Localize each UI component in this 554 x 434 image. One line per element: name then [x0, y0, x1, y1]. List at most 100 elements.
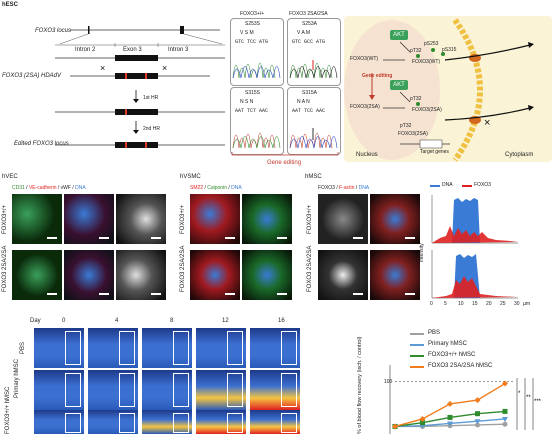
legend-label: FOXO3+/+ hMSC [428, 352, 476, 358]
vwf-text: vWF [60, 185, 71, 191]
seq-253-wt: GTC TCC ATG [235, 39, 269, 45]
hr1-label: 1st HR [143, 95, 159, 101]
hmsc-foxo3-wt [318, 194, 368, 244]
panel-a-title: hESC [2, 2, 19, 8]
seq-box-mut-253 [287, 18, 341, 86]
laser-doppler-image [196, 410, 246, 434]
hmsc-stain-legend: FOXO3 / F-actin / DNA [318, 185, 370, 191]
bf-ytick-100: 100 [384, 379, 393, 385]
foxo3-2sa-target: FOXO3(2SA) [398, 131, 428, 137]
svg-text:×: × [162, 63, 167, 73]
hvsmc-sm22-2sa [190, 250, 240, 300]
s253s-label: S253S [245, 21, 261, 27]
intensity-tick: 0 [430, 301, 433, 307]
intensity-xlabel: µm [523, 301, 531, 307]
hvec-cd31-2sa [12, 250, 62, 300]
data-point [392, 423, 398, 430]
laser-doppler-image [142, 370, 192, 410]
dna-text: DNA [75, 185, 86, 191]
hvec-vwf-2sa [116, 250, 166, 300]
hvsmc-label: hVSMC [180, 174, 201, 180]
seq-box-wt-315 [230, 87, 284, 155]
roi-box [173, 413, 189, 433]
akt-box-2: AKT [390, 80, 408, 90]
laser-doppler-image [88, 410, 138, 434]
factin-text: F-actin [339, 185, 355, 191]
vecad-text: VE-cadherin [28, 185, 57, 191]
intensity-tick: 25 [500, 301, 506, 307]
hvec-vecad-wt [64, 194, 114, 244]
intron2-label: Intron 2 [75, 47, 96, 53]
foxo3-wt-nuclear: FOXO3(WT) [350, 56, 379, 62]
legend-label: FOXO3 2SA/2SA hMSC [428, 363, 493, 369]
locus-label: FOXO3 locus [35, 28, 72, 34]
roi-box [227, 331, 243, 365]
data-point [447, 421, 453, 427]
seq-wt-header: FOXO3+/+ [240, 11, 265, 17]
laser-doppler-image [88, 328, 138, 368]
foxo3-wt-phospho: FOXO3(WT) [412, 59, 441, 65]
cd31-text: CD31 [12, 185, 25, 191]
target-genes-label: Target genes [420, 149, 449, 155]
data-point [474, 419, 481, 425]
roi-box [119, 373, 135, 407]
s253a-label: S253A [302, 21, 318, 27]
day-4: 4 [115, 318, 119, 324]
laser-doppler-image [34, 370, 84, 410]
seq-253-mut: GTC GCC ATG [292, 39, 326, 45]
legend-swatch [410, 333, 424, 335]
aa-315-wt: N S N [240, 99, 254, 105]
hr2-label: 2nd HR [143, 126, 160, 132]
aa-315-mut: N A N [297, 99, 310, 105]
seq-mut-header: FOXO3 2SA/2SA [289, 11, 328, 17]
day-16: 16 [278, 318, 285, 324]
day-12: 12 [222, 318, 229, 324]
roi-box [119, 413, 135, 433]
laser-doppler-image [250, 410, 300, 434]
legend-foxo3-swatch [462, 185, 472, 187]
seq-box-mut-315 [287, 87, 341, 155]
hdadv-label: FOXO3 (2SA) HDAdV [2, 73, 62, 79]
laser-doppler-image [88, 370, 138, 410]
foxo3-text: FOXO3 [318, 185, 335, 191]
day-0: 0 [62, 318, 66, 324]
seq-315-wt: AAT TCT AAC [235, 108, 269, 114]
legend-label: PBS [428, 330, 441, 336]
data-point [502, 416, 508, 422]
pt32-label-3: pT32 [400, 123, 412, 129]
gene-editing-label: Gene editing [362, 73, 393, 79]
legend-label: Primary hMSC [428, 341, 468, 347]
intensity-tick: 15 [472, 301, 478, 307]
significance-label: *** [534, 399, 542, 405]
hvec-label: hVEC [2, 174, 18, 180]
calponin-text: Calponin [207, 185, 227, 191]
svg-text:×: × [100, 63, 105, 73]
hmsc-foxo3-2sa [318, 250, 368, 300]
day-8: 8 [170, 318, 174, 324]
significance-label: ** [526, 395, 531, 401]
laser-doppler-image [34, 410, 84, 434]
data-point [419, 415, 426, 422]
ps253-label: pS253 [424, 41, 439, 47]
seq-box-wt-253 [230, 18, 284, 86]
svg-text:×: × [484, 117, 490, 129]
hvec-vwf-wt [116, 194, 166, 244]
dna3-text: DNA [358, 185, 370, 191]
nucleus-label: Nucleus [356, 152, 378, 158]
data-point [447, 414, 453, 420]
edited-locus-label: Edited FOXO3 locus [14, 141, 69, 147]
s315a-label: S315A [302, 90, 318, 96]
hvsmc-stain-legend: SM22 / Calponin / DNA [190, 185, 242, 191]
roi-box [65, 331, 81, 365]
intensity-tick: 10 [458, 301, 464, 307]
gene-editing-caption: Gene editing [267, 160, 302, 166]
roi-box [281, 331, 297, 365]
laser-doppler-image [250, 370, 300, 410]
aa-253-wt: V S M [240, 30, 254, 36]
dna2-text: DNA [231, 185, 242, 191]
hvsmc-calponin-wt [242, 194, 292, 244]
hvec-cd31-wt [12, 194, 62, 244]
laser-doppler-image [250, 328, 300, 368]
